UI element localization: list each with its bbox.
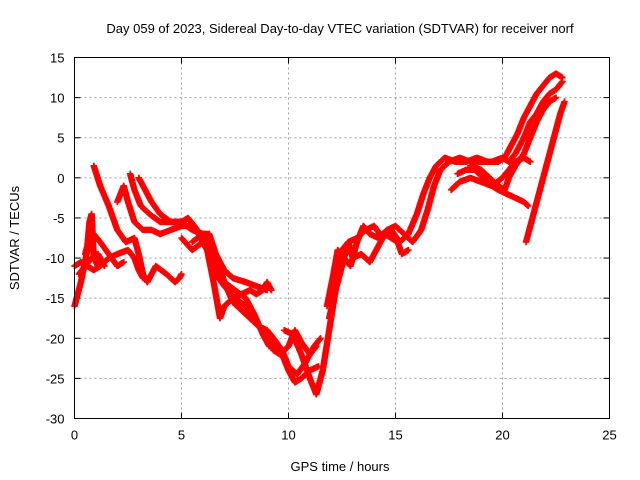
y-tick-label: -30 xyxy=(46,412,65,427)
data-point xyxy=(120,258,127,266)
y-tick-label: 5 xyxy=(57,131,64,146)
data-point xyxy=(524,202,532,210)
data-series-13 xyxy=(325,70,566,322)
x-tick-label: 5 xyxy=(178,428,185,443)
data-series-16 xyxy=(467,94,560,194)
y-tick-label: 0 xyxy=(57,171,64,186)
data-point xyxy=(317,335,324,342)
y-tick-label: -25 xyxy=(46,371,65,386)
data-series-17 xyxy=(522,98,568,246)
data-series-10 xyxy=(189,230,271,294)
y-axis-tick-labels: 15 10 5 0 -5 -10 -15 -20 -25 -30 xyxy=(46,51,65,427)
data-point xyxy=(313,343,320,350)
x-axis-label: GPS time / hours xyxy=(291,459,390,474)
data-point xyxy=(101,262,108,270)
grid-lines xyxy=(74,57,610,419)
data-series-2 xyxy=(71,246,147,282)
data-point xyxy=(527,158,534,165)
data-series-4 xyxy=(82,210,102,270)
data-point xyxy=(559,74,566,81)
data-point xyxy=(552,94,560,101)
data-point xyxy=(405,246,412,254)
y-tick-label: -20 xyxy=(46,331,65,346)
y-tick-label: -5 xyxy=(53,211,65,226)
y-tick-label: -15 xyxy=(46,291,65,306)
x-tick-label: 10 xyxy=(281,428,295,443)
data-series-9 xyxy=(178,234,320,358)
x-tick-label: 15 xyxy=(388,428,402,443)
data-point xyxy=(561,98,568,105)
x-tick-label: 20 xyxy=(495,428,509,443)
x-axis-tick-labels: 0 5 10 15 20 25 xyxy=(71,428,617,443)
data-series-15 xyxy=(454,166,532,210)
plot-area xyxy=(71,70,568,398)
y-tick-label: 15 xyxy=(50,51,64,66)
y-tick-label: 10 xyxy=(50,91,64,106)
y-tick-label: -10 xyxy=(46,251,65,266)
plot-frame xyxy=(74,57,610,419)
x-tick-label: 0 xyxy=(71,428,78,443)
data-point xyxy=(263,286,271,294)
data-point xyxy=(178,270,185,278)
chart-title: Day 059 of 2023, Sidereal Day-to-day VTE… xyxy=(106,21,574,36)
data-series-5 xyxy=(90,162,185,286)
x-tick-label: 25 xyxy=(602,428,616,443)
y-axis-label: SDTVAR / TECUs xyxy=(7,185,22,290)
data-point xyxy=(94,262,102,270)
